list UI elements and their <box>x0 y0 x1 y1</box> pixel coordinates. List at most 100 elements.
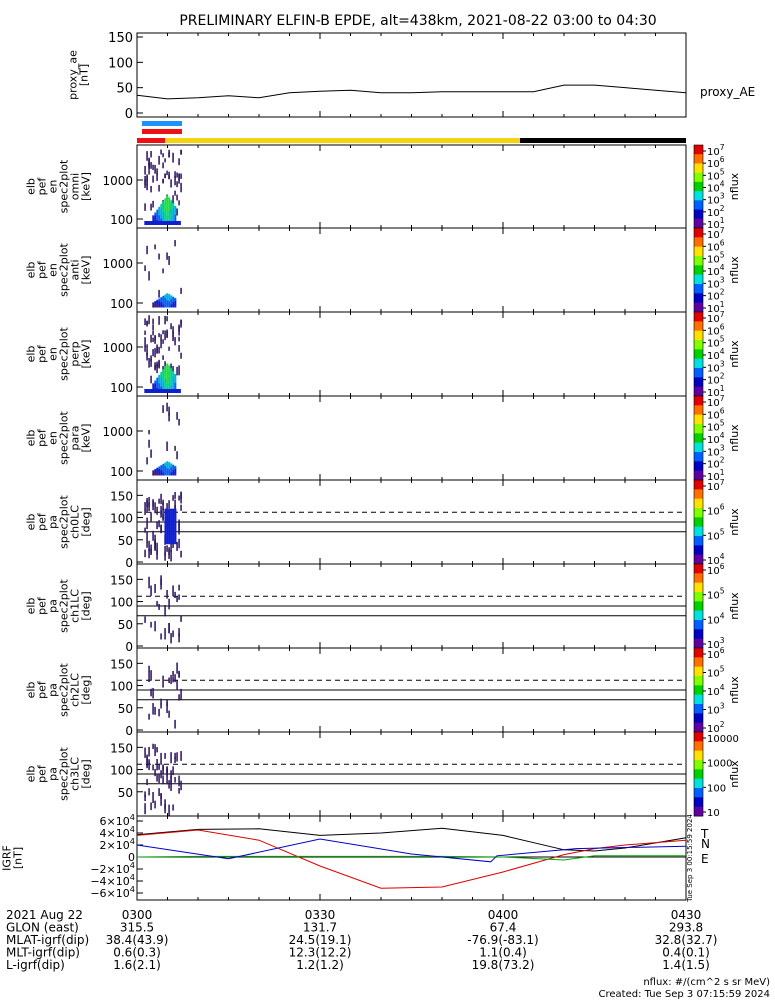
colorbar-tick-label: 103 <box>707 636 725 651</box>
colorbar-band <box>694 489 703 500</box>
spectrogram-pixel <box>144 179 146 185</box>
spectrogram-pixel <box>164 294 167 299</box>
colorbar-band <box>694 806 703 817</box>
spectrogram-pixel <box>166 252 168 260</box>
spectrogram-ylabel-0: elb <box>25 346 38 363</box>
orbit-bar-red <box>137 138 165 143</box>
colorbar-label: nflux <box>728 340 741 368</box>
spectrogram-pixel <box>162 201 165 208</box>
spectrogram-pixel <box>148 439 150 448</box>
colorbar-band <box>694 228 703 238</box>
spectrogram-pixel <box>180 173 182 179</box>
igrf-panel: 6×1044×1042×1040−2×104−4×104−6×104IGRF[n… <box>1 812 710 903</box>
spectrogram-pixel <box>150 375 152 384</box>
colorbar-band <box>694 564 703 574</box>
pitch-angle-pixel <box>160 698 162 705</box>
spectrogram-ylabel-4: omni <box>69 173 82 200</box>
proxy-ae-ylabel-0: proxy_ae <box>67 50 80 100</box>
spectrogram-pixel <box>154 244 156 250</box>
spectrogram-pixel <box>178 325 180 332</box>
y-tick-label: 1000 <box>102 341 133 355</box>
pitch-angle-pixel <box>174 719 176 729</box>
pitch-angle-pixel <box>158 498 160 504</box>
pitch-angle-pixel <box>178 628 180 637</box>
spectrogram-ylabel-5: [keV] <box>80 256 93 285</box>
pitch-angle-pixel <box>144 794 146 802</box>
spectrogram-pixel <box>158 359 160 369</box>
spectrogram-pixel <box>158 184 160 192</box>
spectrogram-pixel <box>162 469 165 473</box>
spectrogram-pixel <box>166 293 169 298</box>
colorbar-tick-label-base: 10 <box>707 640 720 651</box>
pitch-angle-pixel <box>158 520 160 528</box>
pitch-angle-pixel <box>168 598 170 610</box>
spectrogram-pixel <box>168 346 170 351</box>
colorbar-tick-label-exp: 4 <box>720 611 725 620</box>
y-tick-label-exp: 4 <box>130 872 135 882</box>
pitch-angle-pixel <box>160 793 162 806</box>
pitch-angle-ylabel-3: spec2plot <box>58 663 71 717</box>
spectrogram-pixel <box>156 209 159 214</box>
pitch-angle-pixel <box>178 594 180 600</box>
spectrogram-pixel <box>158 300 161 304</box>
spectrogram-pixel <box>154 215 157 219</box>
spectrogram-pixel <box>152 200 154 208</box>
colorbar-tick-label-base: 10 <box>707 242 720 253</box>
spectrogram-pixel <box>176 208 178 216</box>
spectrogram-pixel <box>162 304 165 308</box>
y-tick-label-base: 4×10 <box>100 827 130 840</box>
footer-value: 38.4(43.9) <box>106 933 169 947</box>
spectrogram-pixel <box>160 470 163 474</box>
spectrogram-pixel <box>176 451 178 460</box>
colorbar-band <box>694 610 703 621</box>
pitch-angle-pixel <box>154 542 156 551</box>
colorbar-band <box>694 741 703 752</box>
spectrogram-pixel <box>144 389 181 393</box>
pitch-angle-ylabel-3: spec2plot <box>58 747 71 801</box>
pitch-angle-pixel <box>152 687 154 699</box>
colorbar-band <box>694 508 703 518</box>
spectrogram-pixel <box>174 171 176 179</box>
spectrogram-pixel <box>152 304 155 307</box>
spectrogram-pixel <box>162 153 164 158</box>
footer-value: 0300 <box>122 908 153 922</box>
spectrogram-pixel <box>150 185 152 193</box>
pitch-angle-ylabel-0: elb <box>25 766 38 783</box>
spectrogram-pixel <box>152 349 154 357</box>
colorbar-tick-label-base: 10 <box>707 669 720 680</box>
spectrogram-pixel <box>164 378 167 386</box>
spectrogram-pixel <box>172 152 174 163</box>
pitch-angle-pixel <box>150 512 152 522</box>
spectrogram-pixel <box>174 304 177 308</box>
y-tick-label-exp: 4 <box>130 836 135 846</box>
colorbar-band <box>694 154 703 164</box>
pitch-angle-pixel <box>170 779 172 791</box>
colorbar-tick-label-exp: 6 <box>720 503 725 512</box>
pitch-angle-pixel <box>156 600 158 607</box>
spectrogram-pixel <box>166 296 169 301</box>
colorbar-band <box>694 592 703 602</box>
spectrogram-pixel <box>158 472 161 476</box>
spectrogram-pixel <box>156 172 158 181</box>
colorbar-tick-label-exp: 3 <box>720 192 725 201</box>
pitch-angle-pixel <box>148 540 150 552</box>
pitch-angle-ylabel-4: ch2LC <box>69 673 82 707</box>
colorbar-tick-label-exp: 7 <box>720 394 725 403</box>
colorbar-band <box>694 573 703 584</box>
spectrogram-pixel <box>178 365 180 376</box>
y-tick-label: 50 <box>118 534 133 548</box>
pitch-angle-pixel <box>172 630 174 638</box>
pitch-angle-pixel <box>180 688 182 700</box>
spectrogram-pixel <box>178 330 180 336</box>
pitch-angle-pixel <box>180 504 182 511</box>
spectrogram-pixel <box>144 203 146 211</box>
pitch-angle-pixel <box>160 575 162 586</box>
colorbar-band <box>694 526 703 537</box>
pitch-angle-pixel <box>152 791 154 804</box>
spectrogram-pixel <box>156 473 159 476</box>
orbit-bar-black <box>520 138 686 143</box>
colorbar-tick-label-base: 10 <box>707 304 720 315</box>
colorbar-band <box>694 256 703 266</box>
igrf-legend-E: E <box>701 852 709 866</box>
